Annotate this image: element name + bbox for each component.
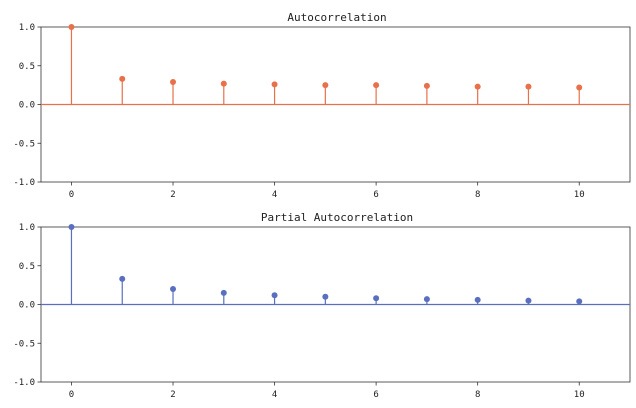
acf-x-tick-label: 8 <box>475 190 480 200</box>
pacf-marker <box>474 296 481 303</box>
acf-marker <box>220 80 227 87</box>
pacf-y-tick-label: 0.0 <box>19 301 35 311</box>
acf-y-tick-label: 0.5 <box>19 62 35 72</box>
acf-y-tick-label: -1.0 <box>13 178 35 188</box>
pacf-marker <box>271 292 278 299</box>
acf-marker <box>170 79 177 86</box>
pacf-x-tick-label: 10 <box>574 390 585 400</box>
pacf-x-tick-label: 8 <box>475 390 480 400</box>
acf-x-tick-label: 4 <box>272 190 277 200</box>
acf-title: Autocorrelation <box>287 11 386 24</box>
pacf-marker <box>423 296 430 303</box>
pacf-marker <box>220 289 227 296</box>
acf-marker <box>271 81 278 88</box>
pacf-y-tick-label: 0.5 <box>19 262 35 272</box>
pacf-y-tick-label: -0.5 <box>13 339 35 349</box>
acf-y-tick-label: 0.0 <box>19 101 35 111</box>
acf-x-tick-label: 10 <box>574 190 585 200</box>
pacf-marker <box>322 293 329 300</box>
acf-x-tick-label: 2 <box>170 190 175 200</box>
acf-marker <box>68 24 75 30</box>
acf-marker <box>373 82 380 89</box>
acf-y-tick-label: -0.5 <box>13 139 35 149</box>
acf-y-tick-label: 1.0 <box>19 23 35 33</box>
pacf-marker <box>576 298 583 305</box>
pacf-x-tick-label: 0 <box>69 390 74 400</box>
pacf-marker <box>170 286 177 292</box>
pacf-title: Partial Autocorrelation <box>261 211 413 224</box>
pacf-marker <box>68 224 75 230</box>
pacf-x-tick-label: 2 <box>170 390 175 400</box>
acf-x-tick-label: 0 <box>69 190 74 200</box>
acf-marker <box>423 82 430 89</box>
pacf-x-tick-label: 6 <box>373 390 378 400</box>
acf-marker <box>525 83 532 90</box>
pacf-marker <box>525 297 532 304</box>
acf-panel: Autocorrelation 0 2 4 6 8 10 -1.0 -0.5 0.0 0.5 1.0 <box>13 11 631 200</box>
pacf-marker <box>373 295 380 302</box>
pacf-x-tick-label: 4 <box>272 390 277 400</box>
pacf-panel: Partial Autocorrelation 0 2 4 6 8 10 -1.0 -0.5 0… <box>13 211 631 400</box>
pacf-marker <box>119 275 126 282</box>
pacf-y-tick-label: -1.0 <box>13 378 35 388</box>
acf-marker <box>119 75 126 82</box>
pacf-y-tick-label: 1.0 <box>19 223 35 233</box>
acf-marker <box>474 83 481 90</box>
acf-marker <box>576 84 583 91</box>
acf-x-tick-label: 6 <box>373 190 378 200</box>
acf-marker <box>322 82 329 89</box>
